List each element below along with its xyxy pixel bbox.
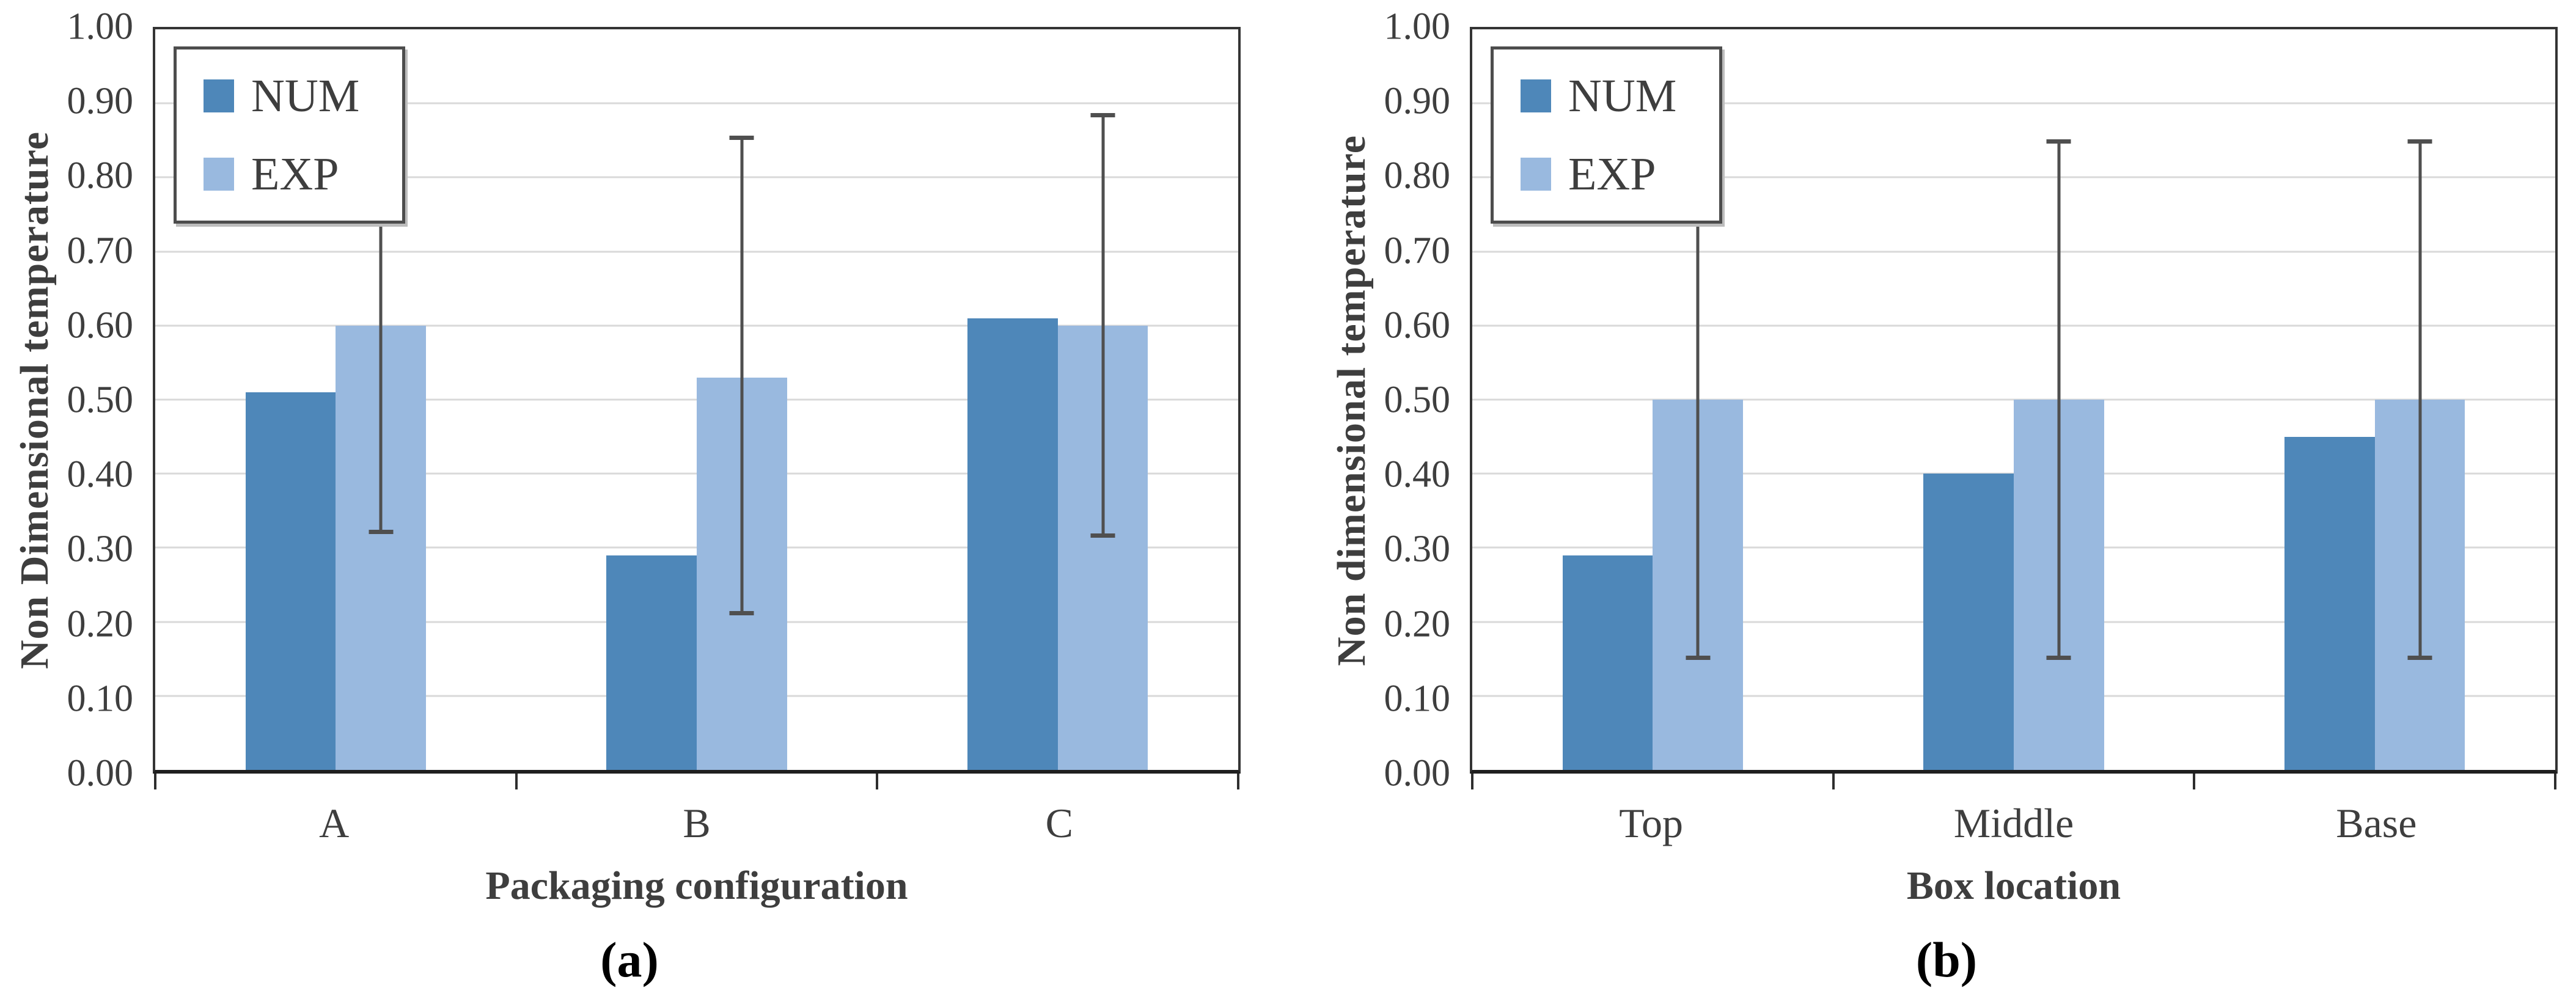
gridline	[155, 176, 1238, 178]
error-bar	[2407, 139, 2432, 661]
error-bar-cap-bottom	[369, 530, 394, 535]
y-tick-label: 0.30	[67, 528, 134, 570]
panel-caption-a: (a)	[600, 932, 659, 987]
error-bar	[1090, 113, 1115, 538]
bar-num	[2284, 436, 2375, 770]
gridline	[155, 251, 1238, 253]
legend-swatch-exp	[1521, 158, 1551, 191]
y-tick-labels: 0.00 0.10 0.20 0.30 0.40 0.50 0.60 0.70 0.80 0.90…	[1317, 6, 1451, 794]
x-category-labels: Top Middle Base	[1470, 788, 2558, 849]
legend-label-exp: EXP	[1568, 148, 1656, 200]
y-tick-label: 0.80	[1384, 155, 1451, 197]
legend-item-num: NUM	[204, 73, 359, 119]
plot-area: NUM EXP	[153, 27, 1241, 789]
error-bar-cap-bottom	[2046, 656, 2071, 661]
y-tick-label: 0.90	[67, 80, 134, 122]
x-axis-tick	[154, 774, 156, 789]
legend-swatch-num	[204, 79, 234, 112]
y-tick-label: 0.50	[67, 379, 134, 421]
bar-num	[967, 318, 1058, 770]
y-tick-label: 0.80	[67, 155, 134, 197]
y-tick-label: 1.00	[67, 5, 134, 48]
x-category-label: A	[319, 800, 350, 846]
y-tick-label: 0.40	[1384, 453, 1451, 496]
y-tick-label: 0.10	[1384, 678, 1451, 720]
error-bar-cap-top	[2046, 139, 2071, 144]
x-axis-tick	[1471, 774, 1473, 789]
gridline	[155, 324, 1238, 327]
y-tick-label: 0.10	[67, 678, 134, 720]
x-axis-title: Box location	[1906, 863, 2121, 908]
x-category-label: C	[1045, 800, 1074, 846]
chart-panel-a: Non Dimensional temperature 0.00 0.10 0.20…	[0, 0, 1259, 1007]
x-category-label: Middle	[1953, 800, 2074, 846]
error-bar-cap-bottom	[729, 611, 754, 616]
legend-label-num: NUM	[251, 70, 360, 122]
y-tick-label: 0.00	[1384, 752, 1451, 794]
x-axis-tick	[2554, 774, 2556, 789]
y-tick-label: 0.70	[67, 230, 134, 272]
bar-num	[606, 555, 697, 770]
gridline	[1472, 324, 2555, 327]
legend-item-num: NUM	[1521, 73, 1676, 119]
y-tick-label: 0.20	[1384, 603, 1451, 645]
legend-item-exp: EXP	[204, 151, 359, 197]
legend-swatch-num	[1521, 79, 1551, 112]
legend-swatch-exp	[204, 158, 234, 191]
gridline	[1472, 102, 2555, 104]
plot-area: NUM EXP	[1470, 27, 2558, 789]
error-bar-cap-top	[729, 135, 754, 140]
x-category-label: B	[683, 800, 711, 846]
y-tick-label: 0.60	[67, 304, 134, 346]
y-tick-labels: 0.00 0.10 0.20 0.30 0.40 0.50 0.60 0.70 0.80 0.90…	[0, 6, 134, 794]
x-category-label: Base	[2336, 800, 2417, 846]
panel-caption-b: (b)	[1915, 932, 1978, 987]
legend-item-exp: EXP	[1521, 151, 1676, 197]
error-bar	[729, 135, 754, 616]
y-tick-label: 0.70	[1384, 230, 1451, 272]
x-axis-tick	[2193, 774, 2196, 789]
legend-label-num: NUM	[1568, 70, 1677, 122]
gridline	[1472, 176, 2555, 178]
bar-num	[1923, 474, 2014, 770]
error-bar-cap-bottom	[2407, 656, 2432, 661]
legend: NUM EXP	[174, 46, 406, 224]
y-tick-label: 0.50	[1384, 379, 1451, 421]
y-tick-label: 0.00	[67, 752, 134, 794]
y-tick-label: 0.40	[67, 453, 134, 496]
y-tick-label: 0.90	[1384, 80, 1451, 122]
legend-label-exp: EXP	[251, 148, 339, 200]
bar-num	[1562, 555, 1653, 770]
y-tick-label: 0.20	[67, 603, 134, 645]
error-bar-cap-bottom	[1090, 533, 1115, 538]
x-category-label: Top	[1619, 800, 1684, 846]
x-axis-title: Packaging configuration	[485, 863, 908, 908]
x-axis-tick	[515, 774, 518, 789]
x-category-labels: A B C	[153, 788, 1241, 849]
legend: NUM EXP	[1491, 46, 1723, 224]
x-axis-tick	[1237, 774, 1239, 789]
x-axis-tick	[1832, 774, 1835, 789]
gridline	[155, 102, 1238, 104]
chart-panel-b: Non dimensional temperature 0.00 0.10 0.20…	[1317, 0, 2576, 1007]
error-bar	[2046, 139, 2071, 661]
y-tick-label: 0.30	[1384, 528, 1451, 570]
gridline	[1472, 251, 2555, 253]
error-bar-cap-top	[2407, 139, 2432, 144]
bar-num	[245, 392, 336, 770]
error-bar-cap-top	[1090, 113, 1115, 118]
error-bar-cap-bottom	[1686, 656, 1711, 661]
y-tick-label: 0.60	[1384, 304, 1451, 346]
x-axis-tick	[876, 774, 879, 789]
y-tick-label: 1.00	[1384, 5, 1451, 48]
